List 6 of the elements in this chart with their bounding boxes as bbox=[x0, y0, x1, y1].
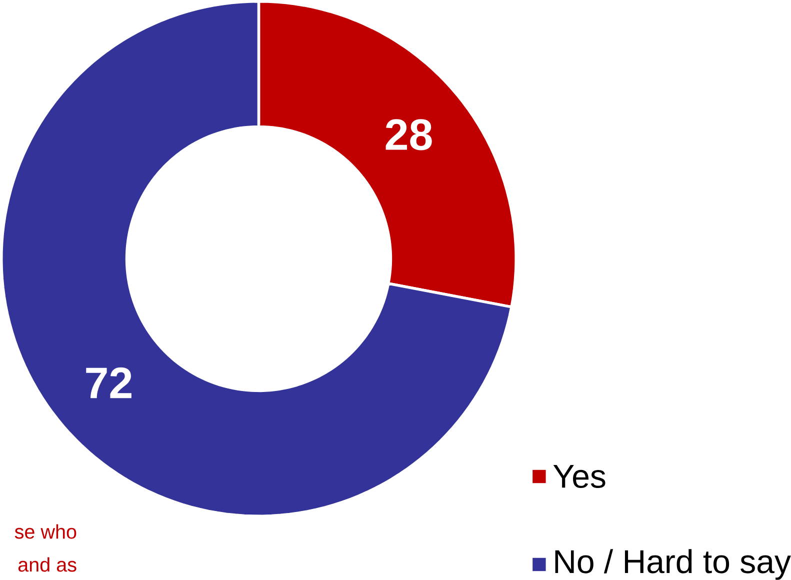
data-label: 28 bbox=[386, 119, 432, 150]
legend-label: Yes bbox=[553, 465, 606, 488]
text: se who bbox=[14, 524, 76, 539]
data-label: 72 bbox=[86, 367, 132, 398]
text: and as bbox=[18, 557, 76, 572]
legend-label: No / Hard to say bbox=[555, 549, 791, 580]
